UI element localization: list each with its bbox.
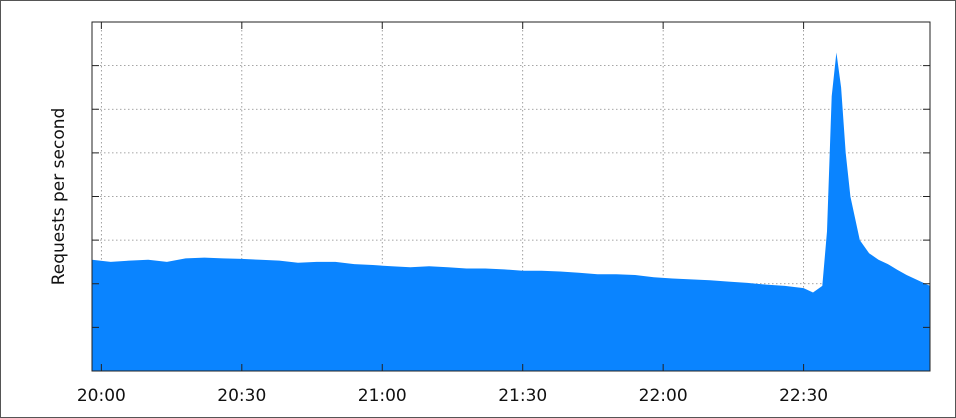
- series-area: [92, 52, 930, 371]
- series-layer: [92, 52, 930, 371]
- x-tick-label: 20:30: [217, 386, 266, 406]
- x-tick-label: 21:30: [498, 386, 547, 406]
- x-tick-label: 22:30: [779, 386, 828, 406]
- y-axis-title: Requests per second: [49, 108, 69, 286]
- x-tick-label: 22:00: [639, 386, 688, 406]
- plot-frame: [91, 21, 931, 372]
- x-tick-label: 20:00: [77, 386, 126, 406]
- label-layer: 20:00 20:30 21:00 21:30 22:00 22:30 Requests p…: [49, 108, 828, 406]
- x-tick-label: 21:00: [358, 386, 407, 406]
